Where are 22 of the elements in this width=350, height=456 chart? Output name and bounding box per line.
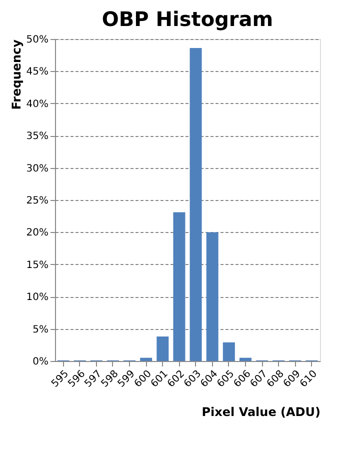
x-axis-title: Pixel Value (ADU) (202, 405, 320, 420)
y-tick-label: 20% (26, 228, 48, 239)
bar (206, 232, 218, 361)
y-tick-label: 5% (32, 324, 48, 336)
y-tick-label: 50% (26, 34, 48, 46)
y-tick-label: 45% (26, 66, 48, 78)
chart-title: OBP Histogram (102, 7, 274, 31)
bar (222, 342, 235, 361)
bar (239, 358, 252, 361)
bar (156, 336, 169, 361)
bar (190, 48, 202, 361)
y-tick-label: 35% (26, 131, 48, 142)
x-tick-label: 610 (298, 368, 320, 390)
y-tick-label: 10% (26, 292, 48, 304)
y-tick-label: 0% (32, 356, 48, 368)
bar (173, 212, 186, 361)
y-tick-label: 15% (26, 260, 48, 271)
y-axis-title: Frequency (10, 39, 24, 110)
y-tick-label: 30% (26, 163, 48, 174)
bar (140, 358, 152, 361)
y-tick-label: 25% (26, 196, 48, 206)
y-tick-label: 40% (26, 98, 48, 110)
